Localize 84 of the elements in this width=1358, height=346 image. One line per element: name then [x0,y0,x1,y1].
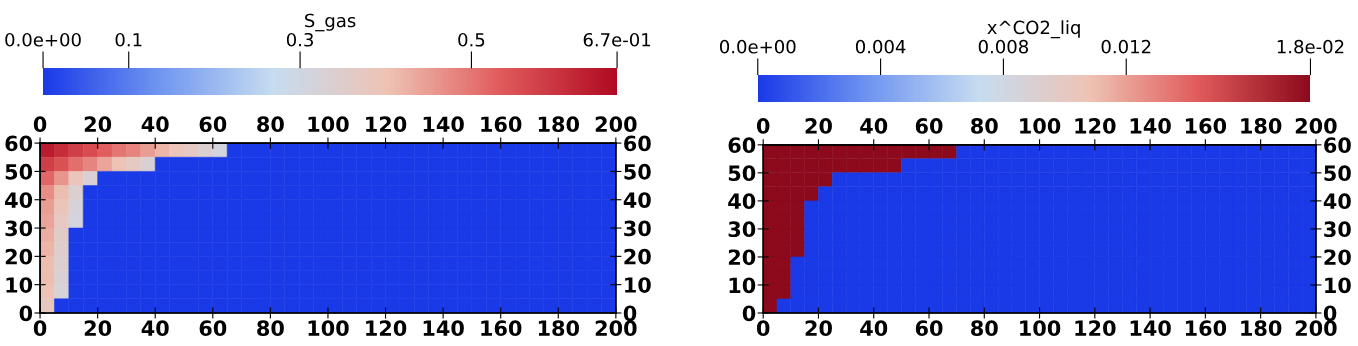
color-bar-title: x^CO2_liq [987,20,1080,39]
y-tick-label: 30 [728,221,756,238]
y2-tick-label: 50 [1324,165,1351,182]
y2-tick-label: 10 [1325,277,1351,294]
x2-tick-label: 20 [84,116,112,133]
color-bar-title: S_gas [305,13,356,32]
color-bar-label: 0.0e+00 [719,39,796,54]
x-tick-label: 40 [141,320,169,337]
x-tick-label: 40 [860,320,888,337]
x-tick-label: 160 [1185,320,1227,337]
y2-tick-label: 0 [1323,305,1337,322]
y-tick-label: 50 [5,163,33,180]
x2-tick-label: 80 [257,116,284,133]
x-tick-label: 140 [423,320,464,337]
y-tick-label: 20 [728,249,756,266]
x2-tick-label: 100 [308,116,349,133]
y2-tick-label: 30 [1324,221,1351,238]
y-tick-label: 40 [5,192,33,208]
x2-tick-label: 60 [199,116,227,133]
color-bar-label: 0.1 [115,32,142,47]
y-tick-label: 0 [19,305,33,322]
x-tick-label: 0 [756,320,770,337]
x-tick-label: 180 [538,320,580,337]
y2-tick-label: 20 [1324,249,1351,266]
y-tick-label: 60 [728,137,756,154]
x-tick-label: 180 [1241,320,1282,337]
y2-tick-label: 60 [1324,137,1351,154]
color-bar-label: 0.3 [286,32,313,47]
x2-tick-label: 80 [971,118,998,134]
color-bar-label: 0.5 [458,32,485,47]
x2-tick-label: 140 [1130,118,1171,134]
y2-tick-label: 50 [624,163,651,180]
y-tick-label: 0 [742,305,756,322]
x-tick-label: 20 [805,320,832,337]
x2-tick-label: 120 [366,116,407,133]
y2-tick-label: 0 [623,305,637,322]
x2-tick-label: 40 [860,118,888,134]
y-tick-label: 50 [728,165,756,182]
x-tick-label: 120 [1075,320,1116,337]
y-tick-label: 20 [5,248,33,265]
y-tick-label: 60 [5,135,33,152]
x2-tick-label: 160 [1185,118,1227,134]
x2-tick-label: 180 [538,116,580,133]
x2-tick-label: 200 [595,116,637,133]
x2-tick-label: 60 [915,118,943,134]
x-tick-label: 200 [595,320,637,337]
y2-tick-label: 40 [623,192,651,208]
x-tick-label: 120 [366,320,407,337]
color-bar-label: 1.8e-02 [1277,39,1344,54]
x2-tick-label: 0 [756,118,770,134]
x-tick-label: 100 [308,320,349,337]
color-bar-label: 0.012 [1101,39,1151,54]
x2-tick-label: 120 [1075,118,1116,134]
color-bar-label: 0.0e+00 [5,32,81,47]
x-tick-label: 200 [1295,320,1337,337]
x2-tick-label: 200 [1295,118,1337,134]
x-tick-label: 140 [1130,320,1171,337]
y-tick-label: 40 [728,193,756,210]
y2-tick-label: 20 [624,248,651,265]
x2-tick-label: 160 [481,116,522,133]
x-tick-label: 60 [915,320,943,337]
color-bar-label: 0.004 [855,39,906,54]
x-tick-label: 20 [84,320,112,337]
y-tick-label: 10 [729,277,756,294]
y-tick-label: 10 [6,277,33,293]
y-tick-label: 30 [5,220,33,237]
x-tick-label: 60 [199,320,227,337]
x2-tick-label: 0 [33,116,47,133]
x-tick-label: 160 [481,320,522,337]
color-bar-label: 0.008 [978,39,1029,54]
y2-tick-label: 30 [624,220,651,237]
x-tick-label: 0 [33,320,47,337]
x-tick-label: 80 [257,320,284,337]
y2-tick-label: 40 [1323,193,1351,210]
x2-tick-label: 20 [805,118,832,134]
x2-tick-label: 140 [423,116,464,133]
y2-tick-label: 10 [625,277,651,293]
color-bar-label: 6.7e-01 [583,32,651,47]
x2-tick-label: 40 [141,116,169,133]
x-tick-label: 80 [971,320,998,337]
x-tick-label: 100 [1020,320,1061,337]
y2-tick-label: 60 [624,135,651,152]
x2-tick-label: 180 [1241,118,1282,134]
x2-tick-label: 100 [1020,118,1061,134]
